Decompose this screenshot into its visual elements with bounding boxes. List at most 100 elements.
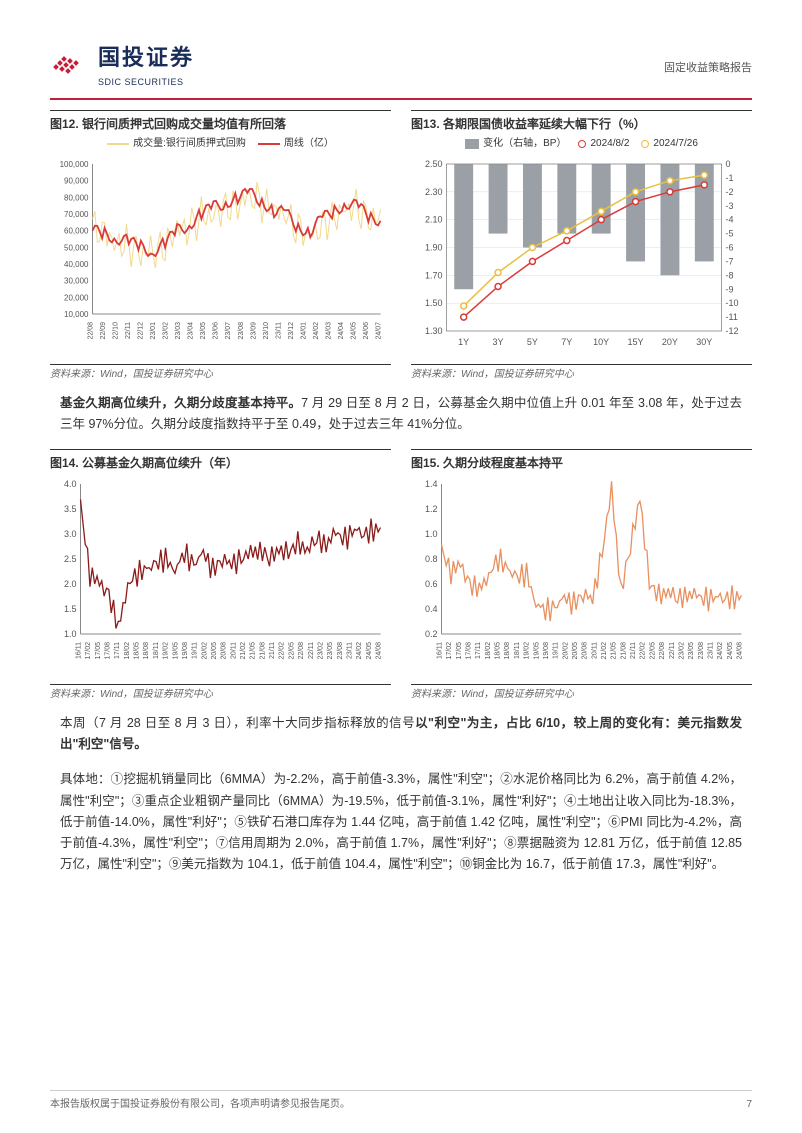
svg-text:19/08: 19/08 — [182, 642, 189, 660]
svg-text:-10: -10 — [726, 298, 739, 308]
chart12-canvas: 10,00020,00030,00040,00050,00060,00070,0… — [50, 156, 391, 356]
svg-text:20/02: 20/02 — [562, 642, 569, 660]
chart13-title: 图13. 各期限国债收益率延续大幅下行（%） — [411, 110, 752, 134]
chart14-source: 资料来源：Wind，国投证券研究中心 — [50, 684, 391, 703]
svg-text:1.0: 1.0 — [64, 629, 77, 639]
svg-text:23/08: 23/08 — [698, 642, 705, 660]
svg-text:20Y: 20Y — [662, 337, 678, 347]
svg-text:7Y: 7Y — [561, 337, 572, 347]
svg-text:20/11: 20/11 — [230, 642, 237, 659]
report-type: 固定收益策略报告 — [664, 60, 752, 78]
chart13-legend: 变化（右轴，BP） 2024/8/2 2024/7/26 — [411, 136, 752, 152]
svg-text:23/05: 23/05 — [327, 642, 334, 660]
red-divider — [50, 98, 752, 100]
svg-text:-11: -11 — [726, 312, 738, 322]
svg-text:3.5: 3.5 — [64, 504, 77, 514]
svg-text:80,000: 80,000 — [64, 193, 89, 202]
svg-text:21/08: 21/08 — [259, 642, 266, 660]
svg-text:24/05: 24/05 — [366, 642, 373, 660]
svg-text:18/05: 18/05 — [495, 642, 502, 660]
svg-text:18/02: 18/02 — [485, 642, 492, 660]
svg-text:23/01: 23/01 — [150, 322, 157, 340]
svg-text:24/05: 24/05 — [727, 642, 734, 660]
svg-text:21/08: 21/08 — [620, 642, 627, 660]
svg-text:20/02: 20/02 — [201, 642, 208, 660]
svg-text:24/06: 24/06 — [363, 322, 370, 340]
svg-text:30,000: 30,000 — [64, 276, 89, 285]
svg-text:1.50: 1.50 — [425, 298, 443, 308]
svg-text:1.2: 1.2 — [425, 504, 438, 514]
footer-copyright: 本报告版权属于国投证券股份有限公司，各项声明请参见报告尾页。 — [50, 1097, 350, 1113]
svg-text:15Y: 15Y — [628, 337, 644, 347]
svg-text:19/05: 19/05 — [172, 642, 179, 660]
svg-text:16/11: 16/11 — [76, 642, 83, 659]
para2-pre: 本周（7 月 28 日至 8 月 3 日），利率十大同步指标释放的信号 — [60, 716, 415, 730]
svg-text:17/02: 17/02 — [446, 642, 453, 660]
svg-text:1Y: 1Y — [458, 337, 469, 347]
svg-text:23/02: 23/02 — [317, 642, 324, 660]
svg-text:23/11: 23/11 — [346, 642, 353, 659]
svg-text:23/02: 23/02 — [163, 322, 170, 340]
svg-text:22/02: 22/02 — [640, 642, 647, 660]
svg-text:19/11: 19/11 — [192, 642, 199, 659]
svg-text:70,000: 70,000 — [64, 210, 89, 219]
svg-text:23/05: 23/05 — [688, 642, 695, 660]
svg-text:22/10: 22/10 — [113, 322, 120, 340]
page-header: 国投证券 SDIC SECURITIES 固定收益策略报告 — [50, 40, 752, 90]
svg-text:40,000: 40,000 — [64, 260, 89, 269]
chart12-title: 图12. 银行间质押式回购成交量均值有所回落 — [50, 110, 391, 134]
chart13-canvas: 1.301.501.701.902.102.302.50-12-11-10-9-… — [411, 156, 752, 356]
chart14-block: 图14. 公募基金久期高位续升（年） 1.01.52.02.53.03.54.0… — [50, 449, 391, 702]
svg-text:24/04: 24/04 — [338, 322, 345, 340]
chart12-legend: 成交量:银行间质押式回购 周线（亿） — [50, 136, 391, 152]
chart13-legend-1: 2024/8/2 — [590, 136, 629, 152]
para3: 具体地：①挖掘机销量同比（6MMA）为-2.2%，高于前值-3.3%，属性"利空… — [50, 769, 752, 875]
svg-text:0.6: 0.6 — [425, 579, 438, 589]
svg-text:1.5: 1.5 — [64, 604, 77, 614]
svg-text:0.4: 0.4 — [425, 604, 438, 614]
svg-text:24/08: 24/08 — [376, 642, 383, 660]
footer: 本报告版权属于国投证券股份有限公司，各项声明请参见报告尾页。 7 — [50, 1090, 752, 1113]
svg-text:1.30: 1.30 — [425, 326, 443, 336]
svg-text:-9: -9 — [726, 284, 734, 294]
svg-text:17/11: 17/11 — [114, 642, 121, 659]
svg-text:2.10: 2.10 — [425, 214, 443, 224]
svg-text:22/11: 22/11 — [125, 322, 132, 339]
svg-text:17/11: 17/11 — [475, 642, 482, 659]
svg-text:23/10: 23/10 — [263, 322, 270, 340]
svg-text:24/05: 24/05 — [350, 322, 357, 340]
svg-text:5Y: 5Y — [527, 337, 538, 347]
svg-text:22/05: 22/05 — [649, 642, 656, 660]
svg-text:23/03: 23/03 — [175, 322, 182, 340]
chart15-canvas: 0.20.40.60.81.01.21.416/1117/0217/0517/0… — [411, 476, 752, 676]
svg-text:0.2: 0.2 — [425, 629, 438, 639]
svg-text:23/06: 23/06 — [213, 322, 220, 340]
chart14-canvas: 1.01.52.02.53.03.54.016/1117/0217/0517/0… — [50, 476, 391, 676]
chart15-source: 资料来源：Wind，国投证券研究中心 — [411, 684, 752, 703]
svg-text:23/08: 23/08 — [337, 642, 344, 660]
svg-text:22/08: 22/08 — [298, 642, 305, 660]
svg-text:19/08: 19/08 — [543, 642, 550, 660]
svg-text:24/02: 24/02 — [313, 322, 320, 340]
svg-text:18/11: 18/11 — [514, 642, 521, 659]
svg-text:-3: -3 — [726, 201, 734, 211]
svg-text:30Y: 30Y — [696, 337, 712, 347]
svg-text:23/09: 23/09 — [250, 322, 257, 340]
chart15-block: 图15. 久期分歧程度基本持平 0.20.40.60.81.01.21.416/… — [411, 449, 752, 702]
svg-text:18/11: 18/11 — [153, 642, 160, 659]
svg-text:24/08: 24/08 — [737, 642, 744, 660]
svg-text:60,000: 60,000 — [64, 226, 89, 235]
svg-text:1.4: 1.4 — [425, 479, 438, 489]
chart13-legend-2: 2024/7/26 — [653, 136, 698, 152]
svg-text:22/12: 22/12 — [138, 322, 145, 340]
svg-text:23/04: 23/04 — [188, 322, 195, 340]
svg-text:3.0: 3.0 — [64, 529, 77, 539]
logo-en: SDIC SECURITIES — [98, 75, 194, 89]
chart15-title: 图15. 久期分歧程度基本持平 — [411, 449, 752, 473]
svg-text:2.0: 2.0 — [64, 579, 77, 589]
footer-page: 7 — [746, 1097, 752, 1113]
svg-text:23/11: 23/11 — [275, 322, 282, 339]
svg-text:-4: -4 — [726, 214, 734, 224]
svg-text:16/11: 16/11 — [437, 642, 444, 659]
chart13-legend-0: 变化（右轴，BP） — [483, 136, 566, 152]
